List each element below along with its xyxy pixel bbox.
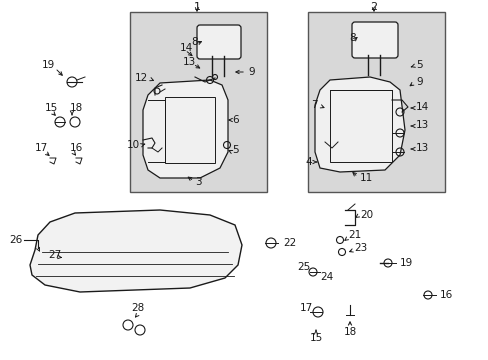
- Text: 10: 10: [126, 140, 140, 150]
- Text: 17: 17: [299, 303, 313, 313]
- Text: 11: 11: [359, 173, 372, 183]
- Text: 18: 18: [343, 327, 356, 337]
- Text: 8: 8: [348, 33, 355, 43]
- FancyBboxPatch shape: [351, 22, 397, 58]
- Text: 23: 23: [353, 243, 366, 253]
- Text: 7: 7: [311, 100, 317, 110]
- Text: 27: 27: [48, 250, 61, 260]
- Bar: [130, 12, 266, 192]
- Text: 9: 9: [415, 77, 422, 87]
- Text: 17: 17: [35, 143, 48, 153]
- Text: 20: 20: [359, 210, 372, 220]
- Text: 28: 28: [131, 303, 144, 313]
- Text: 8: 8: [191, 37, 197, 47]
- Polygon shape: [30, 210, 242, 292]
- Text: 26: 26: [9, 235, 22, 245]
- Text: 5: 5: [231, 145, 238, 155]
- Text: 22: 22: [283, 238, 296, 248]
- Text: 5: 5: [415, 60, 422, 70]
- Bar: [307, 12, 444, 192]
- Text: 6: 6: [231, 115, 238, 125]
- Text: 15: 15: [309, 333, 322, 343]
- Text: 16: 16: [439, 290, 452, 300]
- Text: 21: 21: [347, 230, 361, 240]
- Text: 13: 13: [415, 120, 428, 130]
- Text: 4: 4: [305, 157, 311, 167]
- Polygon shape: [314, 77, 404, 172]
- Text: 13: 13: [183, 57, 196, 67]
- Text: 15: 15: [45, 103, 58, 113]
- Polygon shape: [142, 80, 227, 178]
- Text: 14: 14: [415, 102, 428, 112]
- Text: 13: 13: [415, 143, 428, 153]
- Text: 14: 14: [180, 43, 193, 53]
- Text: 2: 2: [370, 2, 377, 12]
- Text: 16: 16: [70, 143, 83, 153]
- FancyBboxPatch shape: [197, 25, 241, 59]
- Text: 18: 18: [70, 103, 83, 113]
- Text: 19: 19: [42, 60, 55, 70]
- Text: 19: 19: [399, 258, 412, 268]
- Text: 1: 1: [193, 2, 200, 12]
- Text: 12: 12: [135, 73, 148, 83]
- Text: 3: 3: [195, 177, 201, 187]
- Text: 24: 24: [319, 272, 332, 282]
- Text: 9: 9: [247, 67, 254, 77]
- Text: 25: 25: [296, 262, 309, 272]
